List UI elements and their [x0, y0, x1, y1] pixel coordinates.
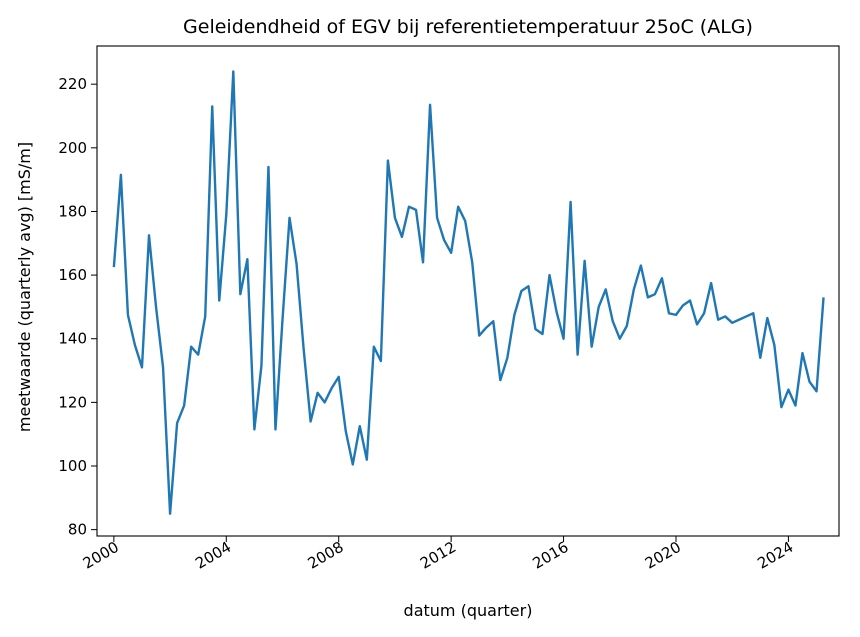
- y-tick-label: 220: [58, 75, 87, 93]
- y-tick-label: 120: [58, 393, 87, 411]
- y-tick-label: 180: [58, 202, 87, 220]
- x-axis-label: datum (quarter): [404, 601, 533, 620]
- x-tick-label: 2020: [642, 538, 684, 573]
- y-tick-label: 100: [58, 457, 87, 475]
- series-line: [112, 70, 825, 515]
- plot-area: [96, 45, 840, 537]
- plot-frame: [96, 45, 840, 537]
- y-tick-label: 80: [68, 521, 87, 539]
- x-tick-label: 2004: [192, 538, 234, 573]
- y-axis: 80 100 120 140 160 180 200 220: [58, 75, 97, 539]
- y-tick-label: 140: [58, 330, 87, 348]
- x-tick-label: 2000: [80, 538, 122, 573]
- chart-title: Geleidendheid of EGV bij referentietempe…: [183, 16, 753, 38]
- y-tick-label: 160: [58, 266, 87, 284]
- x-tick-label: 2012: [417, 538, 459, 573]
- x-tick-label: 2024: [754, 538, 796, 573]
- x-tick-label: 2008: [305, 538, 347, 573]
- y-tick-label: 200: [58, 139, 87, 157]
- y-axis-label: meetwaarde (quarterly avg) [mS/m]: [15, 142, 34, 432]
- x-axis: 2000 2004 2008 2012 2016 2020 2024: [80, 536, 796, 573]
- x-tick-label: 2016: [529, 538, 571, 573]
